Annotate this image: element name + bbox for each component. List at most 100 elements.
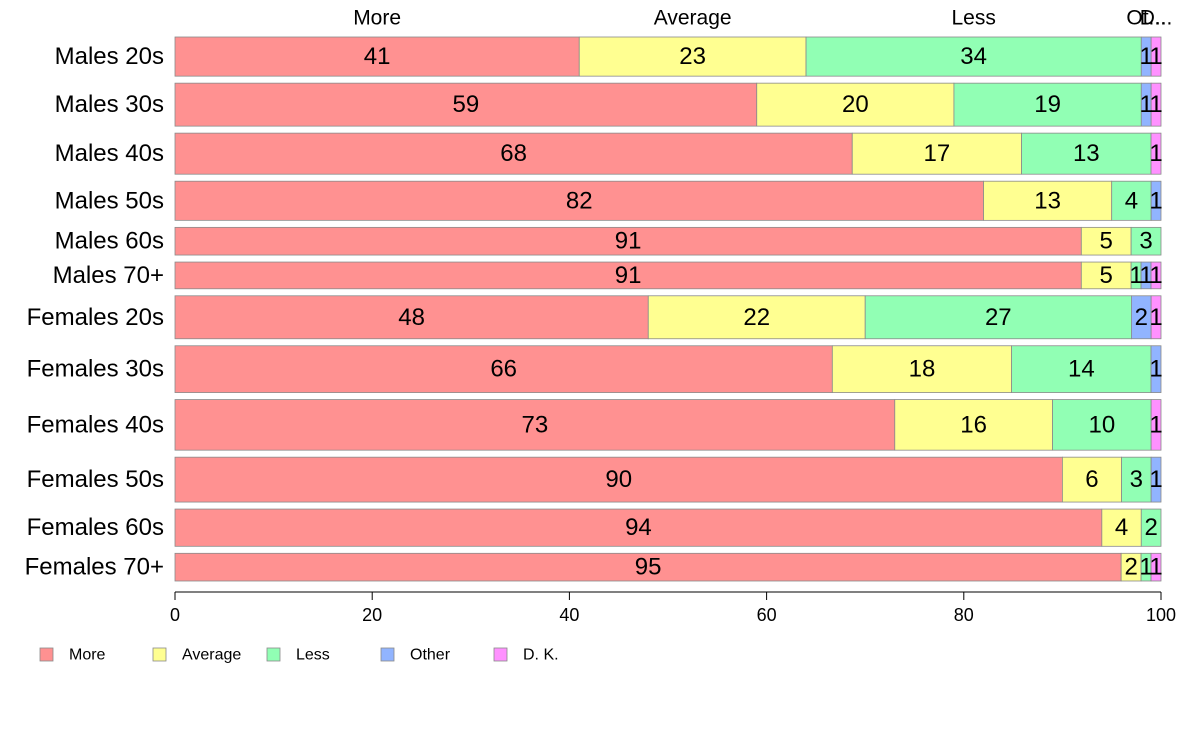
segment-value-label: 23 xyxy=(679,43,706,70)
segment-value-label: 3 xyxy=(1130,466,1143,493)
segment-value-label: 1 xyxy=(1149,91,1162,118)
segment-value-label: 13 xyxy=(1073,140,1100,167)
bar-segment xyxy=(953,82,1142,127)
segment-value-label: 91 xyxy=(615,262,642,289)
row-label: Females 20s xyxy=(27,304,164,331)
bar-segment xyxy=(1150,261,1162,290)
segment-value-label: 10 xyxy=(1088,411,1115,438)
segment-value-label: 4 xyxy=(1115,514,1128,541)
bar-segment xyxy=(174,295,649,340)
column-header-label: More xyxy=(353,7,401,30)
segment-value-label: 82 xyxy=(566,187,593,214)
bar-segment xyxy=(1150,456,1162,503)
segment-value-label: 1 xyxy=(1129,262,1142,289)
segment-value-label: 1 xyxy=(1149,140,1162,167)
segment-value-label: 14 xyxy=(1068,356,1095,383)
bar-segment xyxy=(1011,345,1152,393)
legend-label: Other xyxy=(410,647,451,664)
bar-segment xyxy=(174,82,758,127)
legend-swatch xyxy=(493,647,508,662)
segment-value-label: 1 xyxy=(1149,466,1162,493)
legend-swatch xyxy=(39,647,54,662)
bar-segment xyxy=(1140,508,1162,547)
segment-value-label: 1 xyxy=(1140,91,1153,118)
bar-segment xyxy=(831,345,1013,393)
segment-value-label: 68 xyxy=(500,140,527,167)
column-header-label: Ot... xyxy=(1126,7,1166,30)
bar-segment xyxy=(1150,36,1162,77)
row-label: Males 70+ xyxy=(53,262,164,289)
bar-segment xyxy=(851,132,1022,175)
segment-value-label: 27 xyxy=(985,304,1012,331)
segment-value-label: 95 xyxy=(635,554,662,581)
segment-value-label: 16 xyxy=(960,411,987,438)
column-header-label: Less xyxy=(951,7,995,30)
legend-swatch xyxy=(152,647,167,662)
bar-segment xyxy=(983,180,1113,221)
bar-segment xyxy=(174,456,1063,503)
segment-value-label: 66 xyxy=(490,356,517,383)
segment-value-label: 2 xyxy=(1124,554,1137,581)
x-tick-label: 80 xyxy=(954,605,974,625)
segment-value-label: 19 xyxy=(1034,91,1061,118)
segment-value-label: 48 xyxy=(398,304,425,331)
bar-segment xyxy=(174,261,1082,290)
bar-segment xyxy=(1150,399,1162,451)
segment-value-label: 6 xyxy=(1085,466,1098,493)
bar-segment xyxy=(1150,295,1162,340)
bar-segment xyxy=(805,36,1142,77)
legend-swatch xyxy=(380,647,395,662)
segment-value-label: 17 xyxy=(924,140,951,167)
row-label: Females 60s xyxy=(27,514,164,541)
bar-segment xyxy=(174,552,1122,582)
legend-label: More xyxy=(69,647,106,664)
row-label: Females 50s xyxy=(27,466,164,493)
segment-value-label: 20 xyxy=(842,91,869,118)
segment-value-label: 2 xyxy=(1144,514,1157,541)
row-label: Males 20s xyxy=(55,43,164,70)
segment-value-label: 1 xyxy=(1149,262,1162,289)
bar-segment xyxy=(756,82,955,127)
x-tick-label: 100 xyxy=(1146,605,1176,625)
segment-value-label: 1 xyxy=(1149,43,1162,70)
bar-segment xyxy=(174,36,580,77)
bar-segment xyxy=(1150,552,1162,582)
bar-segment xyxy=(1130,226,1162,256)
x-tick-label: 60 xyxy=(757,605,777,625)
segment-value-label: 73 xyxy=(522,411,549,438)
segment-value-label: 5 xyxy=(1100,228,1113,255)
legend-swatch xyxy=(266,647,281,662)
bar-segment xyxy=(174,226,1082,256)
segment-value-label: 4 xyxy=(1125,187,1138,214)
segment-value-label: 1 xyxy=(1149,356,1162,383)
legend-label: D. K. xyxy=(523,647,559,664)
segment-value-label: 13 xyxy=(1034,187,1061,214)
segment-value-label: 1 xyxy=(1149,411,1162,438)
segment-value-label: 59 xyxy=(453,91,480,118)
bar-segment xyxy=(578,36,807,77)
bar-segment xyxy=(174,345,833,393)
bar-segment xyxy=(894,399,1053,451)
bar-segment xyxy=(1150,180,1162,221)
row-label: Males 60s xyxy=(55,228,164,255)
segment-value-label: 1 xyxy=(1149,554,1162,581)
bar-segment xyxy=(647,295,866,340)
segment-value-label: 34 xyxy=(960,43,987,70)
bar-segment xyxy=(1111,180,1152,221)
bar-segment xyxy=(174,132,853,175)
column-header-label: D... xyxy=(1140,7,1173,30)
segment-value-label: 94 xyxy=(625,514,652,541)
segment-value-label: 2 xyxy=(1135,304,1148,331)
bar-segments xyxy=(174,36,1162,582)
segment-value-label: 1 xyxy=(1149,187,1162,214)
segment-value-label: 41 xyxy=(364,43,391,70)
bar-segment xyxy=(1052,399,1152,451)
row-label: Females 70+ xyxy=(25,554,164,581)
bar-segment xyxy=(1150,132,1162,175)
x-tick-label: 0 xyxy=(170,605,180,625)
segment-value-label: 18 xyxy=(909,356,936,383)
bar-segment xyxy=(1080,226,1132,256)
bar-segment xyxy=(1150,345,1162,393)
